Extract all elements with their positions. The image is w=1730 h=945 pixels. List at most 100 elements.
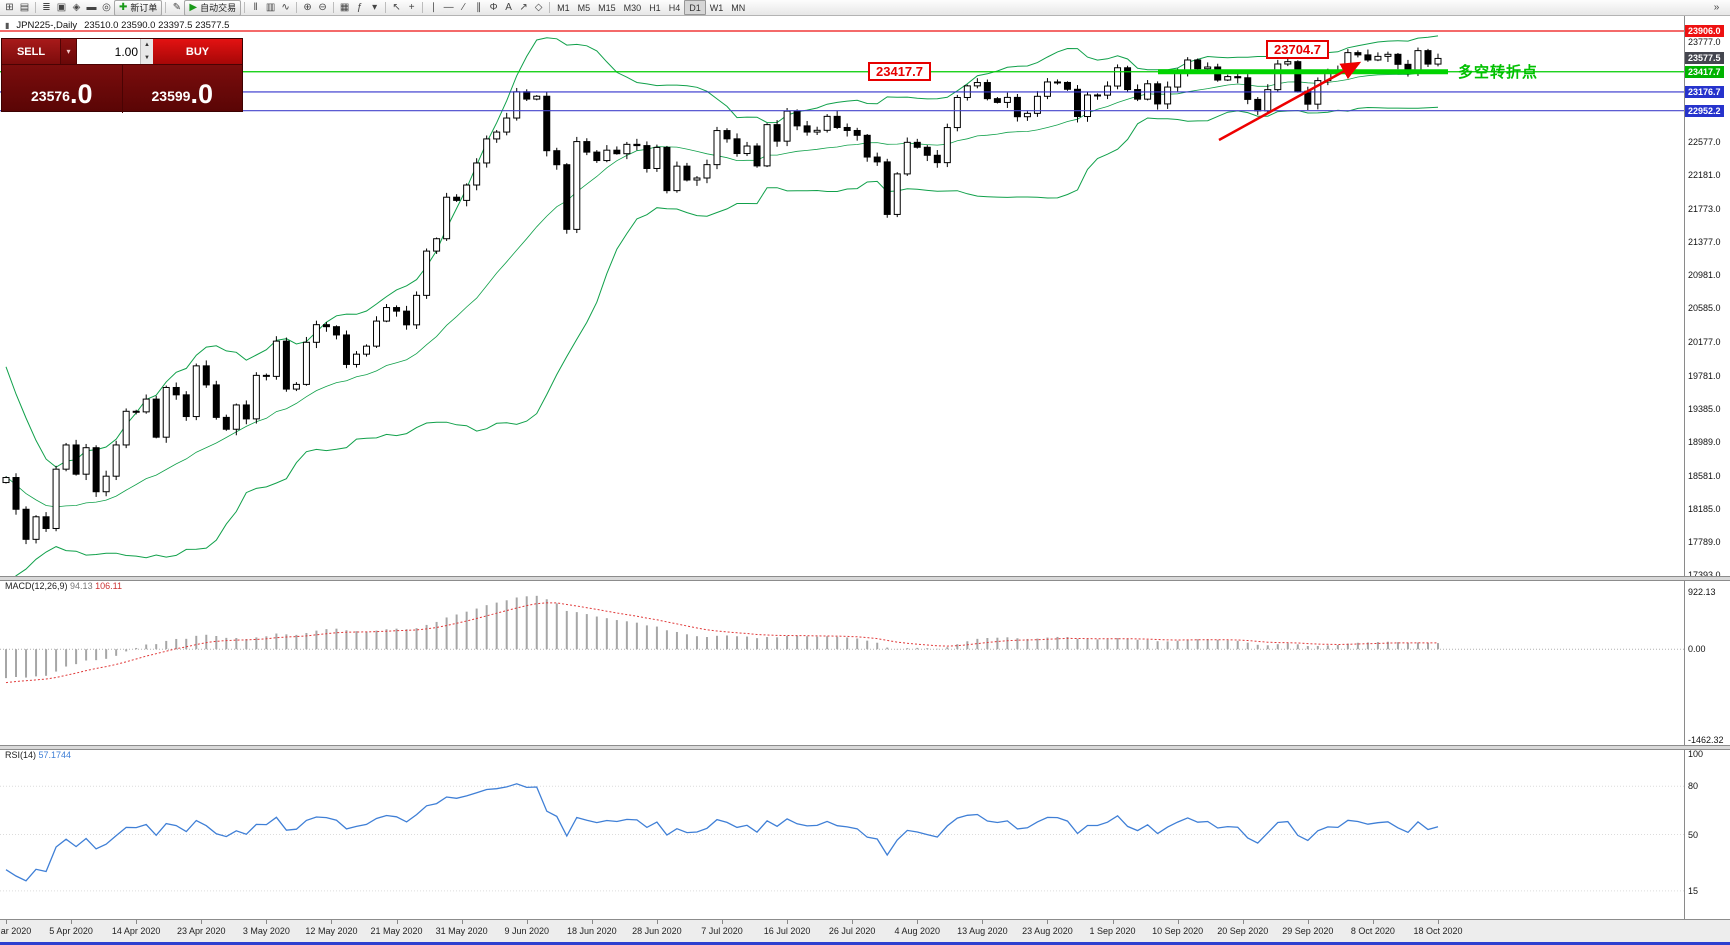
lot-spinner-down[interactable]: ▼ [140, 51, 153, 64]
buy-price[interactable]: 23599 .0 [123, 65, 243, 113]
time-axis-label: 14 Apr 2020 [111, 926, 161, 936]
fibonacci-button[interactable]: Φ [486, 1, 501, 15]
lot-spinner-up[interactable]: ▲ [140, 39, 153, 52]
price-scale-label: 21773.0 [1688, 204, 1721, 215]
timeframe-m30[interactable]: M30 [623, 2, 642, 13]
time-axis-label: 1 Sep 2020 [1089, 926, 1136, 936]
bar-chart-mode-icon: ‖ [253, 1, 258, 13]
timeframe-m15[interactable]: M15 [598, 2, 616, 13]
time-axis-label: 26 Jul 2020 [828, 926, 876, 936]
buy-button[interactable]: BUY [153, 39, 242, 64]
horizontal-line-button[interactable]: ― [441, 1, 456, 15]
toolbar-separator [165, 2, 167, 13]
text-label-icon: A [505, 1, 512, 13]
line-chart-mode-button[interactable]: ∿ [278, 1, 293, 15]
horizontal-line-icon: ― [443, 1, 454, 13]
time-axis-label: 28 Jun 2020 [632, 926, 682, 936]
rsi-scale-label: 80 [1688, 781, 1699, 792]
candle-chart-mode-button[interactable]: ▥ [263, 1, 278, 15]
new-order-button[interactable]: ✚ 新订单 [114, 0, 163, 16]
macd-panel-resize-handle[interactable] [0, 576, 1730, 581]
macd-scale-label: 922.13 [1688, 587, 1716, 597]
timeframe-w1[interactable]: W1 [709, 2, 724, 13]
bar-chart-mode-button[interactable]: ‖ [248, 1, 263, 15]
terminal-icon: ▬ [86, 1, 97, 13]
strategy-tester-button[interactable]: ◎ [99, 1, 114, 15]
metaeditor-icon: ✎ [172, 1, 182, 13]
chart-profiles-button[interactable]: ▤ [17, 1, 32, 15]
macd-scale-label: 0.00 [1688, 644, 1706, 655]
price-scale-label: 19781.0 [1688, 370, 1721, 381]
macd-signal-value: 106.11 [95, 581, 122, 591]
price-scale-border [1684, 16, 1685, 919]
time-axis-label: 18 Jun 2020 [567, 926, 617, 936]
zoom-out-button[interactable]: ⊖ [315, 1, 330, 15]
price-scale-label: 17789.0 [1688, 536, 1721, 547]
trendline-button[interactable]: ∕ [456, 1, 471, 15]
resistance-price-label[interactable]: 23704.7 [1266, 40, 1329, 59]
equidistant-channel-button[interactable]: ∥ [471, 1, 486, 15]
timeframe-h1[interactable]: H1 [649, 2, 661, 13]
time-axis-tick [526, 920, 528, 924]
order-options-dropdown[interactable]: ▾ [61, 39, 77, 64]
time-axis-label: 23 Apr 2020 [176, 926, 226, 936]
macd-scale-label: -1462.32 [1688, 735, 1724, 745]
terminal-button[interactable]: ▬ [84, 1, 99, 15]
crosshair-button[interactable]: + [404, 1, 419, 15]
data-window-button[interactable]: ▣ [54, 1, 69, 15]
cursor-button[interactable]: ↖ [389, 1, 404, 15]
strategy-tester-icon: ◎ [102, 1, 111, 13]
new-chart-button[interactable]: ⊞ [2, 1, 17, 15]
time-axis-tick [722, 920, 723, 924]
shapes-button[interactable]: ◇ [531, 1, 546, 15]
timeframe-h4[interactable]: H4 [668, 2, 681, 13]
trade-panel-prices: 23576 .0 23599 .0 [2, 65, 242, 113]
timeframe-m5[interactable]: M5 [577, 2, 591, 13]
time-axis-tick [201, 920, 203, 924]
price-scale-label: 22577.0 [1688, 137, 1721, 147]
sell-price[interactable]: 23576 .0 [2, 65, 123, 113]
timeframe-mn[interactable]: MN [731, 2, 746, 13]
toolbar-separator [422, 2, 424, 13]
time-axis-tick [396, 920, 398, 924]
time-axis-label: 26 Mar 2020 [0, 926, 32, 936]
equidistant-channel-icon: ∥ [476, 1, 482, 13]
metaeditor-button[interactable]: ✎ [169, 1, 184, 15]
rsi-panel-resize-handle[interactable] [0, 745, 1730, 750]
indicators-dropdown-icon: ▾ [372, 1, 378, 13]
time-axis-tick [852, 920, 854, 924]
rsi-value: 57.1744 [38, 750, 72, 760]
autotrading-button[interactable]: ▶ 自动交易 [184, 0, 242, 16]
price-scale-label: 22181.0 [1688, 170, 1721, 181]
timeframe-d1[interactable]: D1 [684, 0, 706, 15]
vertical-line-icon: ∣ [431, 1, 437, 13]
text-label-button[interactable]: A [501, 1, 516, 15]
time-axis-label: 10 Sep 2020 [1152, 926, 1204, 936]
time-axis[interactable]: 26 Mar 2020 5 Apr 2020 14 Apr 2020 23 Apr 2… [0, 919, 1684, 942]
market-watch-button[interactable]: ≣ [39, 1, 54, 15]
navigator-button[interactable]: ◈ [69, 1, 84, 15]
lot-size-input[interactable] [77, 44, 140, 59]
indicators-button[interactable]: ƒ [352, 1, 367, 15]
macd-main-value: 94.13 [70, 581, 93, 591]
time-axis-tick [1242, 920, 1244, 924]
vertical-line-button[interactable]: ∣ [426, 1, 441, 15]
sell-price-main: 23576 [31, 88, 70, 104]
turning-point-note[interactable]: 多空转折点 [1458, 64, 1539, 81]
timeframe-m1[interactable]: M1 [557, 2, 570, 13]
time-axis-label: 3 May 2020 [242, 926, 290, 936]
sell-button[interactable]: SELL [2, 39, 61, 64]
taskbar-strip [0, 942, 1730, 945]
time-axis-tick [1177, 920, 1179, 924]
price-scale-label: 17393.0 [1688, 570, 1721, 580]
tile-windows-button[interactable]: ▦ [337, 1, 352, 15]
arrows-button[interactable]: ↗ [516, 1, 531, 15]
rsi-scale-label: 15 [1688, 885, 1699, 896]
support-price-label[interactable]: 23417.7 [868, 62, 931, 81]
fibonacci-icon: Φ [489, 1, 498, 13]
indicators-dropdown-button[interactable]: ▾ [367, 1, 382, 15]
zoom-in-button[interactable]: ⊕ [300, 1, 315, 15]
time-axis-tick [266, 920, 268, 924]
toolbar-overflow-button[interactable]: » [1709, 1, 1724, 15]
